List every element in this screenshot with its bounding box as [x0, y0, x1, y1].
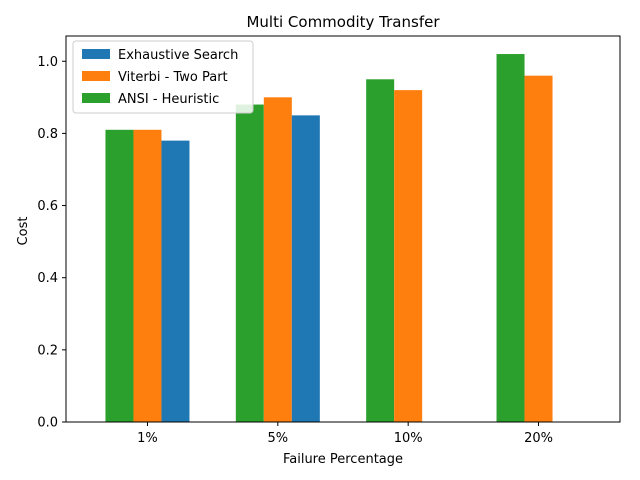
x-tick-label: 1%: [137, 431, 158, 446]
bar-exhaustive-search-0: [161, 140, 190, 422]
legend-frame: [72, 40, 254, 114]
legend-swatch-exhaustive-search: [82, 49, 110, 59]
chart-title: Multi Commodity Transfer: [246, 13, 440, 31]
bar-ansi-heuristic-0: [105, 129, 134, 423]
bars-group: [105, 54, 553, 423]
bar-viterbi-two-part-0: [133, 129, 162, 423]
y-tick-label: 0.4: [37, 271, 58, 286]
y-tick-label: 0.6: [37, 199, 58, 214]
plot-frame: [65, 35, 621, 423]
legend-label-ansi-heuristic: ANSI - Heuristic: [118, 92, 219, 107]
ticks-group: 0.0 0.2 0.4 0.6 0.8 1.0 1% 5% 10% 20%: [37, 55, 553, 446]
y-axis-label: Cost: [16, 217, 31, 246]
legend-label-exhaustive-search: Exhaustive Search: [118, 48, 238, 63]
bar-ansi-heuristic-2: [366, 79, 395, 422]
y-tick-label: 1.0: [37, 55, 58, 70]
x-axis-label: Failure Percentage: [283, 452, 403, 467]
y-tick-label: 0.0: [37, 416, 58, 431]
legend-swatch-viterbi-two-part: [82, 71, 110, 81]
y-tick-label: 0.8: [37, 127, 58, 142]
bar-viterbi-two-part-3: [524, 75, 553, 422]
bar-viterbi-two-part-2: [394, 90, 423, 422]
legend-label-viterbi-two-part: Viterbi - Two Part: [118, 70, 228, 85]
bar-viterbi-two-part-1: [263, 97, 292, 423]
y-tick-label: 0.2: [37, 343, 58, 358]
bar-ansi-heuristic-1: [235, 104, 264, 422]
bar-exhaustive-search-1: [291, 115, 320, 422]
legend-swatch-ansi-heuristic: [82, 93, 110, 103]
legend: Exhaustive Search Viterbi - Two Part ANSI …: [72, 40, 254, 114]
x-tick-label: 10%: [394, 431, 423, 446]
x-tick-label: 5%: [268, 431, 289, 446]
x-tick-label: 20%: [524, 431, 553, 446]
bar-ansi-heuristic-3: [496, 54, 525, 422]
axes-group: [65, 35, 621, 423]
